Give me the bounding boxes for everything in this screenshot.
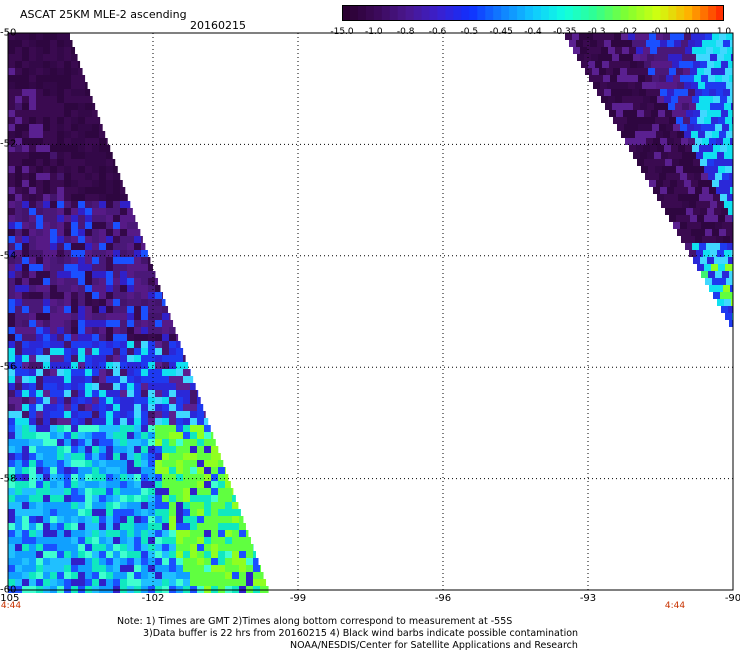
longitude-tick-label: -96 xyxy=(435,593,451,604)
latitude-tick-label: -54 xyxy=(0,250,16,261)
note-line-2: 3)Data buffer is 22 hrs from 20160215 4)… xyxy=(143,628,578,640)
note-line-1: Note: 1) Times are GMT 2)Times along bot… xyxy=(117,616,512,628)
latitude-tick-label: -50 xyxy=(0,28,16,39)
note-line-3: NOAA/NESDIS/Center for Satellite Applica… xyxy=(290,640,578,652)
longitude-tick-label: -99 xyxy=(290,593,306,604)
swath-data xyxy=(8,33,733,593)
longitude-tick-label: -90 xyxy=(725,593,740,604)
longitude-tick-label: -93 xyxy=(580,593,596,604)
latitude-tick-label: -58 xyxy=(0,473,16,484)
time-label-right: 4:44 xyxy=(665,601,685,611)
latitude-tick-label: -52 xyxy=(0,139,16,150)
time-label-left: 4:44 xyxy=(1,601,21,611)
longitude-tick-label: -102 xyxy=(142,593,165,604)
latitude-tick-label: -56 xyxy=(0,362,16,373)
